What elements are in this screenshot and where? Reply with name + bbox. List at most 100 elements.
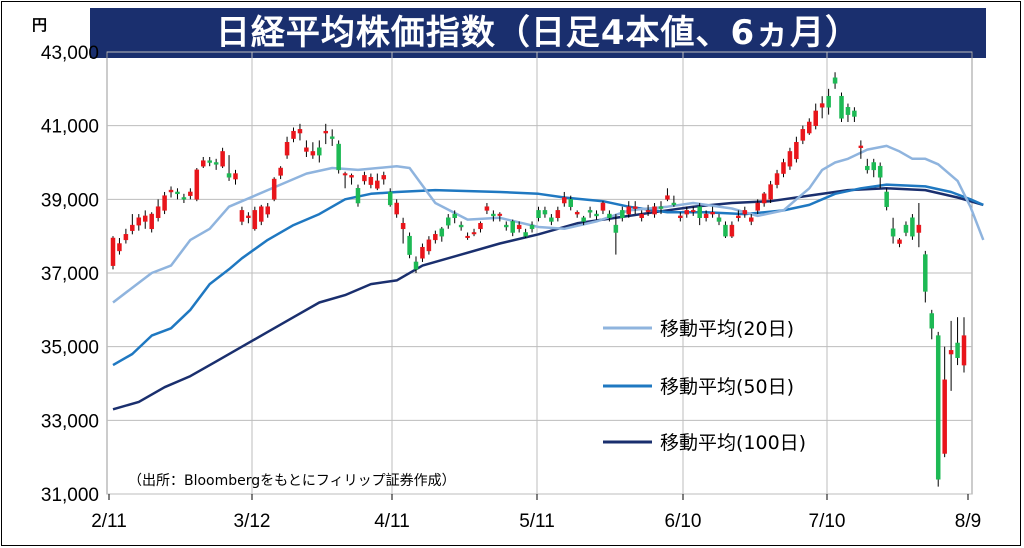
- candle-body: [226, 173, 232, 178]
- candle-body: [678, 215, 683, 219]
- x-axis-ticks: 2/11 3/12 4/11 5/11 6/10 7/10 8/9: [91, 494, 981, 532]
- candle-body: [278, 167, 283, 176]
- candle: [329, 129, 335, 146]
- moving-average-lines: [112, 144, 985, 411]
- candle-body: [690, 210, 696, 213]
- candle: [504, 221, 509, 231]
- candle: [168, 186, 174, 198]
- candle-body: [613, 224, 619, 233]
- candle: [213, 158, 219, 170]
- candle: [362, 171, 367, 185]
- candle: [542, 206, 548, 218]
- candle: [684, 206, 690, 218]
- candle-body: [400, 223, 406, 230]
- candle: [117, 238, 122, 255]
- candle: [839, 92, 844, 122]
- candle-body: [587, 210, 593, 213]
- y-tick-label: 35,000: [41, 338, 99, 359]
- candle-body: [484, 206, 490, 211]
- candle-body: [736, 215, 741, 219]
- ma50-line: [112, 183, 984, 367]
- candle: [181, 193, 187, 204]
- candle: [703, 210, 709, 222]
- candle: [639, 210, 644, 222]
- candle: [400, 217, 406, 244]
- candle: [581, 215, 586, 226]
- candle-body: [607, 213, 612, 218]
- candle: [697, 203, 702, 226]
- candle-body: [639, 213, 644, 218]
- candle-body: [562, 197, 567, 204]
- candles: [110, 72, 967, 487]
- candle-body: [555, 210, 561, 218]
- candle: [194, 168, 200, 202]
- x-tick-label: 7/10: [809, 511, 846, 532]
- candle: [433, 230, 438, 244]
- candle: [381, 171, 387, 185]
- candle-body: [445, 217, 451, 226]
- candle: [884, 188, 889, 211]
- candle: [233, 169, 238, 185]
- candle: [478, 221, 483, 233]
- candle-body: [749, 217, 754, 222]
- candle: [826, 88, 831, 115]
- source-note: （出所：Bloombergをもとにフィリップ証券作成）: [128, 473, 456, 489]
- candle-body: [645, 210, 651, 213]
- candle: [929, 309, 935, 340]
- candle-body: [523, 232, 528, 237]
- y-tick-label: 43,000: [41, 43, 99, 64]
- candle: [207, 156, 212, 167]
- candle: [961, 317, 967, 373]
- candle: [845, 103, 851, 122]
- candle: [278, 166, 283, 180]
- candle-body: [510, 221, 515, 233]
- candle-body: [246, 215, 251, 219]
- candle-body: [471, 232, 477, 235]
- candle: [768, 180, 773, 204]
- candle: [916, 203, 922, 248]
- candle: [890, 217, 896, 244]
- candle: [465, 232, 470, 240]
- candle-body: [375, 180, 380, 189]
- candle-body: [536, 210, 541, 218]
- candle-body: [955, 342, 960, 358]
- candle-body: [858, 145, 864, 149]
- candle-body: [342, 173, 348, 176]
- candle: [568, 195, 573, 211]
- candle-body: [426, 239, 432, 252]
- x-tick-label: 4/11: [374, 511, 410, 532]
- candle-body: [516, 224, 522, 230]
- candle: [239, 206, 245, 226]
- y-axis-ticks: 31,000 33,000 35,000 37,000 39,000 41,000 43,0…: [41, 43, 99, 506]
- gridlines: [106, 51, 973, 495]
- candle: [458, 221, 464, 231]
- candle: [291, 127, 296, 143]
- legend-label: 移動平均(100日): [660, 432, 806, 454]
- candle: [910, 214, 915, 240]
- candle: [130, 214, 135, 235]
- x-tick-label: 6/10: [665, 511, 702, 532]
- legend: 移動平均(20日) 移動平均(50日) 移動平均(100日): [603, 318, 806, 454]
- candle: [342, 171, 348, 189]
- legend-label: 移動平均(20日): [660, 318, 794, 340]
- candle-body: [213, 162, 219, 165]
- y-tick-label: 31,000: [41, 485, 99, 506]
- candle-body: [819, 103, 825, 108]
- candle-body: [794, 141, 799, 160]
- candle-body: [329, 136, 335, 139]
- candle-body: [271, 178, 277, 200]
- candle: [445, 214, 451, 229]
- candle: [355, 184, 361, 207]
- candle-body: [832, 77, 838, 84]
- candle-body: [181, 197, 187, 200]
- y-axis-unit: 円: [32, 16, 47, 34]
- candle: [297, 123, 303, 141]
- candle: [710, 206, 715, 218]
- candle-body: [755, 202, 760, 211]
- candle-body: [394, 202, 399, 215]
- candle: [587, 206, 593, 218]
- candle-body: [703, 213, 709, 218]
- candle-body: [684, 210, 690, 215]
- candle-body: [600, 202, 606, 211]
- candle: [529, 221, 535, 233]
